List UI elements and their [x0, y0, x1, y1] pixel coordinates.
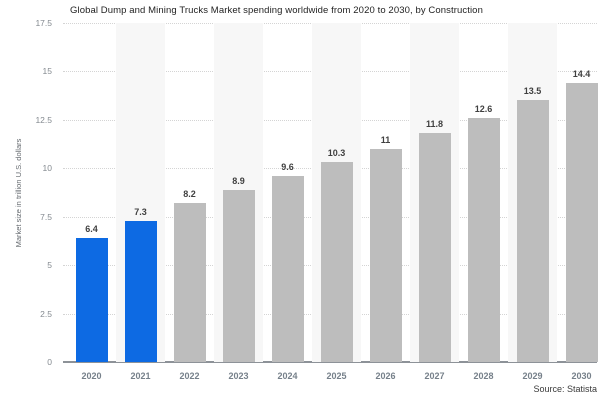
bar	[222, 190, 255, 362]
bar-column: 9.6 2024	[263, 23, 312, 381]
bar	[124, 221, 157, 362]
bar	[75, 238, 108, 362]
y-tick-label: 17.5	[35, 18, 52, 28]
bar-column: 10.3 2025	[312, 23, 361, 381]
bar	[565, 83, 598, 362]
bar-value-label: 6.4	[85, 224, 98, 234]
bar-column: 8.9 2023	[214, 23, 263, 381]
x-tick-label: 2025	[326, 371, 347, 381]
bar	[173, 203, 206, 362]
bar-column: 6.4 2020	[67, 23, 116, 381]
y-tick-label: 12.5	[35, 114, 52, 125]
bar-column: 11.8 2027	[410, 23, 459, 381]
x-axis-baseline	[63, 361, 597, 363]
bar	[369, 149, 402, 362]
x-tick-label: 2022	[179, 371, 200, 381]
y-tick-label: 5	[47, 260, 52, 271]
x-tick-label: 2023	[228, 371, 249, 381]
y-tick-label: 15	[42, 66, 52, 77]
bar-column: 11 2026	[361, 23, 410, 381]
bar-value-label: 11	[380, 135, 391, 145]
bar-value-label: 8.9	[232, 176, 245, 186]
x-tick-label: 2024	[277, 371, 298, 381]
y-tick-label: 10	[42, 163, 52, 174]
x-tick-label: 2027	[424, 371, 445, 381]
bar-column: 7.3 2021	[116, 23, 165, 381]
y-tick-label: 0	[47, 357, 52, 367]
bar-columns: 6.4 2020 7.3 2021 8.2 2022 8.9 2023 9.6 2024 10.3 2…	[67, 23, 603, 381]
x-tick-label: 2029	[522, 371, 543, 381]
bar-value-label: 8.2	[183, 189, 196, 199]
source-label: Source: Statista	[533, 384, 597, 394]
bar-value-label: 13.5	[523, 86, 542, 96]
x-tick-label: 2026	[375, 371, 396, 381]
bar-column: 8.2 2022	[165, 23, 214, 381]
bar-column: 14.4 2030	[557, 23, 603, 381]
bar	[320, 162, 353, 362]
y-tick-label: 2.5	[40, 308, 52, 319]
bar-value-label: 7.3	[134, 207, 147, 217]
bar-value-label: 9.6	[281, 162, 294, 172]
bar	[418, 133, 451, 362]
bar-value-label: 14.4	[572, 69, 591, 79]
bar-column: 13.5 2029	[508, 23, 557, 381]
bar-value-label: 10.3	[327, 148, 346, 158]
x-tick-label: 2028	[473, 371, 494, 381]
bar-value-label: 12.6	[474, 104, 493, 114]
bar-column: 12.6 2028	[459, 23, 508, 381]
y-axis: 0 2.5 5 7.5 10 12.5 15 17.5	[0, 18, 52, 367]
bar	[467, 118, 500, 362]
x-tick-label: 2021	[130, 371, 151, 381]
bar-value-label: 11.8	[425, 119, 444, 129]
x-tick-label: 2030	[571, 371, 592, 381]
x-tick-label: 2020	[81, 371, 102, 381]
y-tick-label: 7.5	[40, 211, 52, 222]
chart-title: Global Dump and Mining Trucks Market spe…	[70, 5, 483, 16]
bar	[271, 176, 304, 362]
bar	[516, 100, 549, 362]
